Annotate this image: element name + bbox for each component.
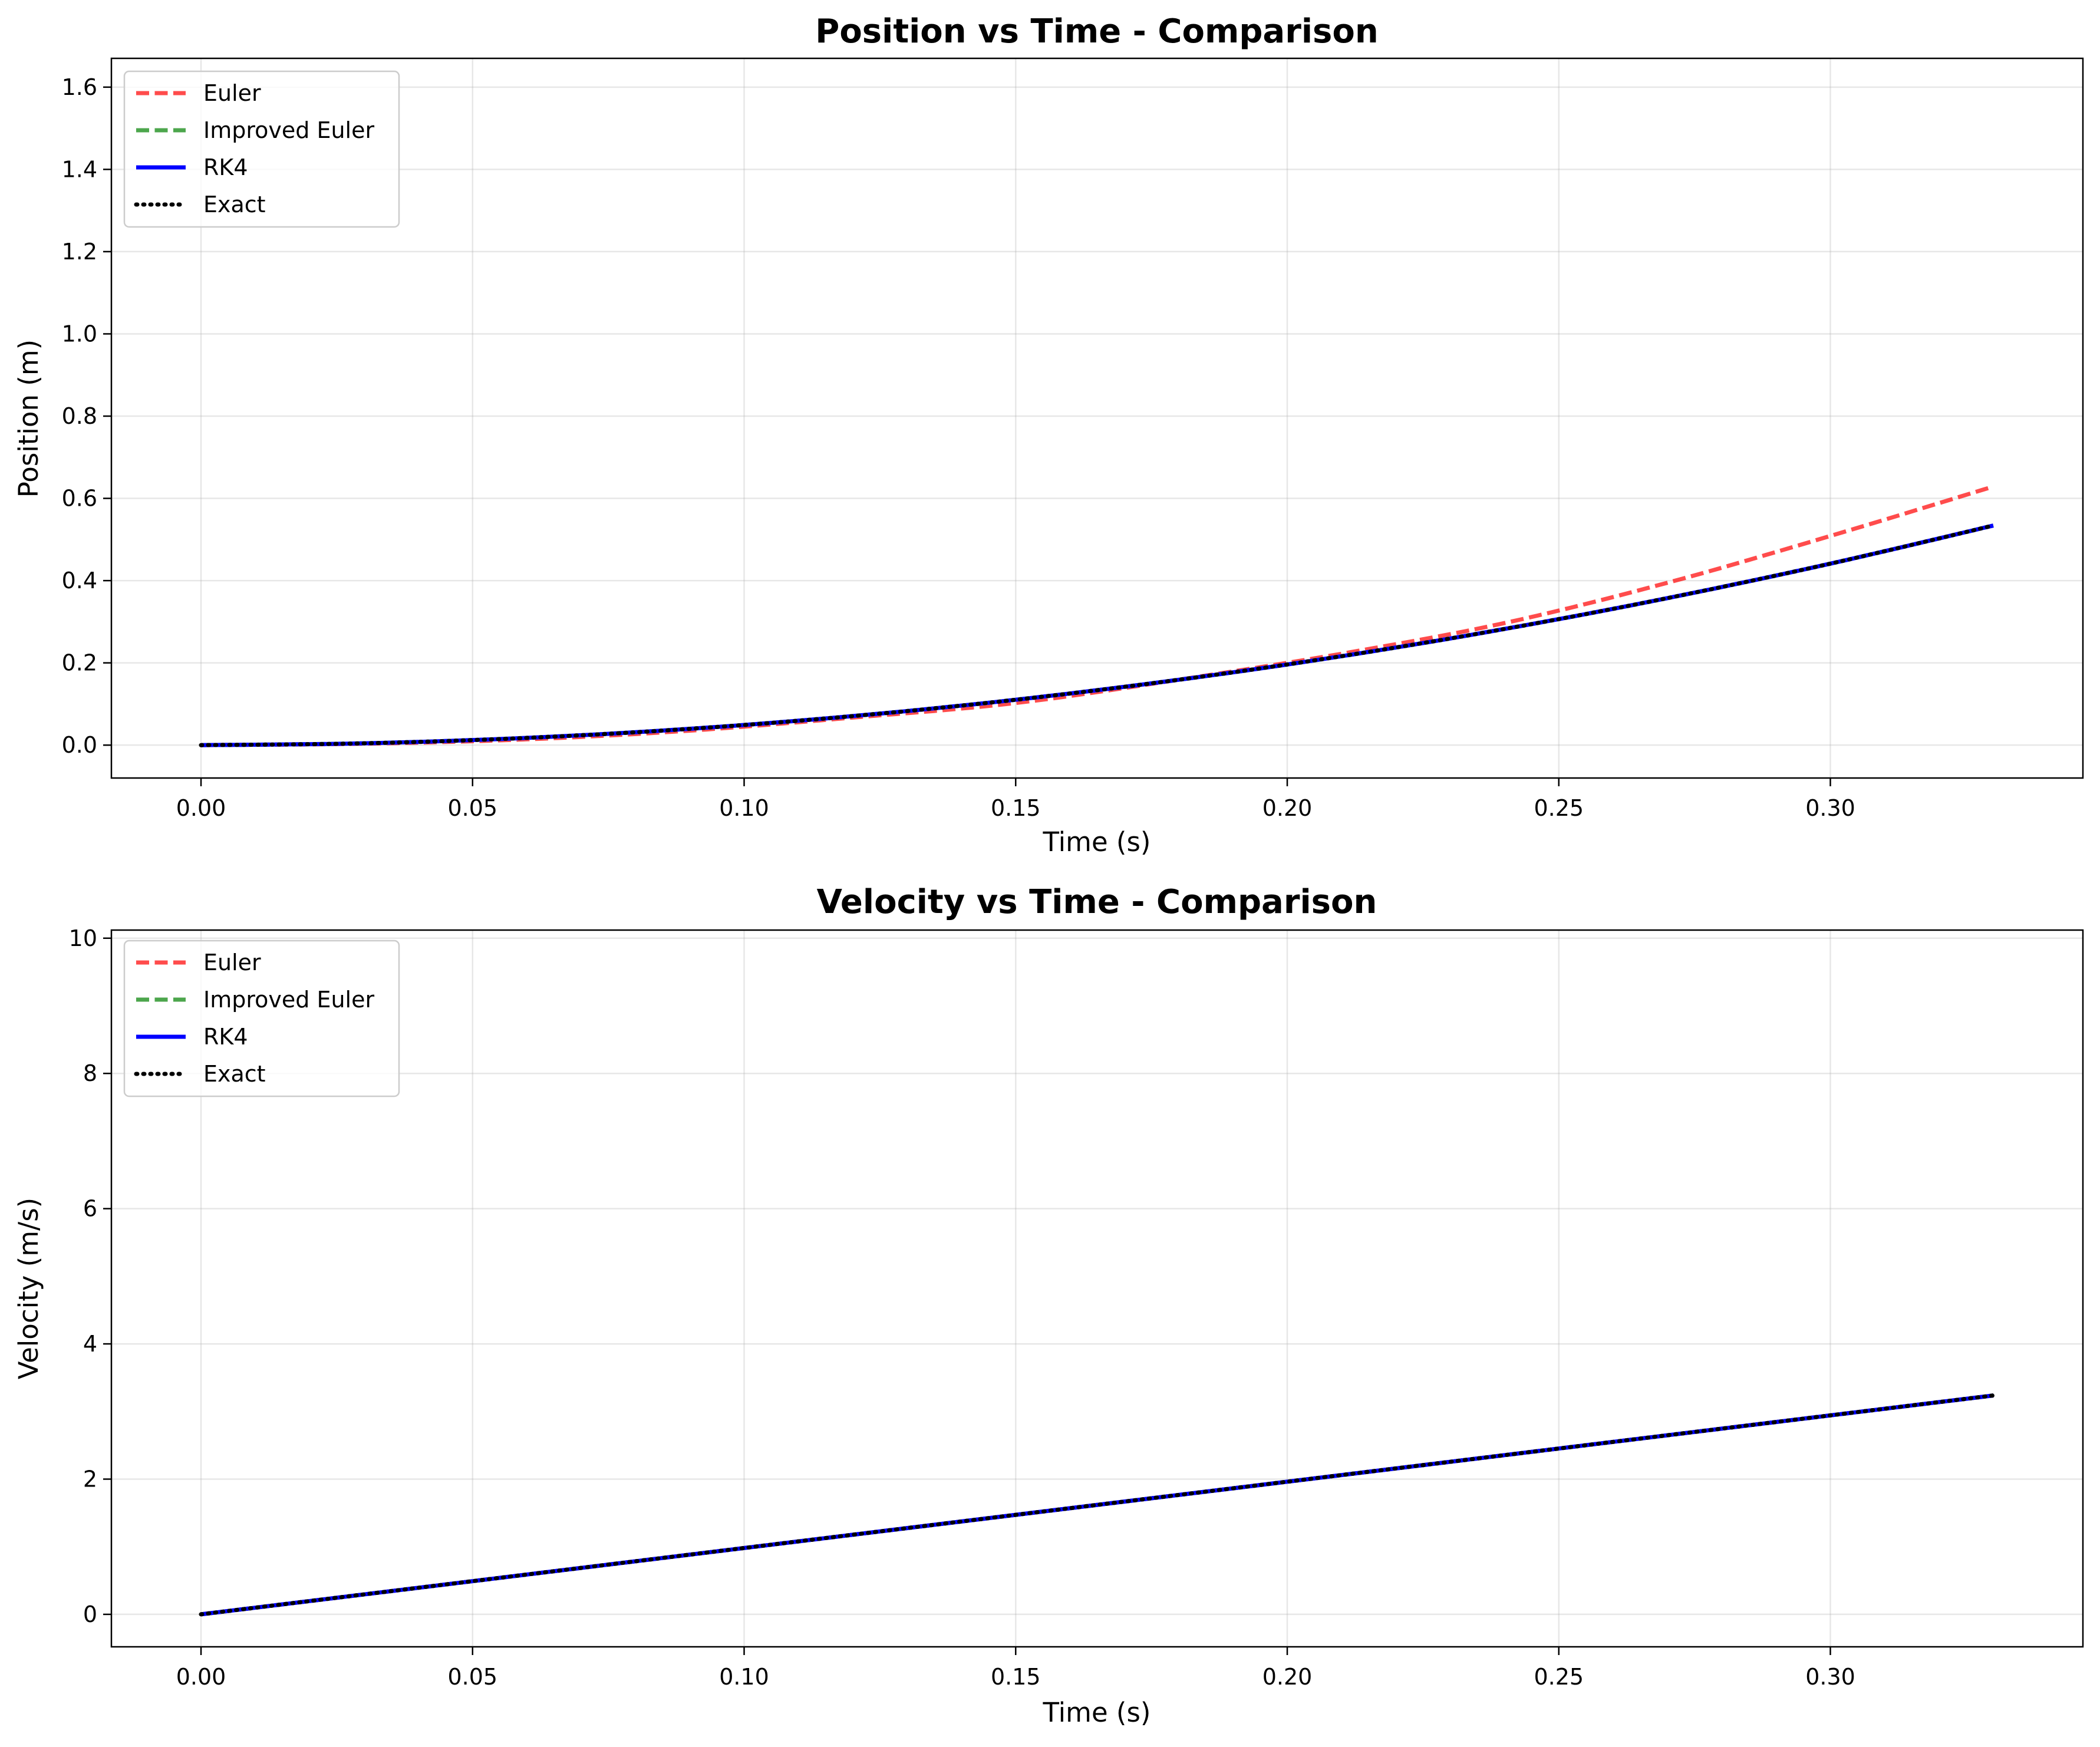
- y-axis-label: Position (m): [13, 339, 44, 497]
- legend-label: Exact: [203, 192, 266, 217]
- x-tick-label: 0.15: [991, 795, 1041, 821]
- legend-box: [123, 940, 400, 1097]
- y-tick-label: 0.6: [62, 486, 97, 512]
- x-tick-label: 0.20: [1262, 1664, 1313, 1690]
- y-ticks: 0.0 0.2 0.4 0.6 0.8 1.0 1.2 1.4 1.6: [62, 74, 111, 758]
- position-chart: Position vs Time - Comparison 0.00 0.05 0.…: [13, 12, 2084, 858]
- x-tick-label: 0.05: [447, 795, 497, 821]
- legend-label: RK4: [203, 1024, 248, 1050]
- y-tick-label: 2: [83, 1466, 97, 1492]
- x-tick-label: 0.15: [991, 1664, 1041, 1690]
- y-tick-label: 0.0: [62, 732, 97, 758]
- y-tick-label: 1.6: [62, 74, 97, 100]
- x-tick-label: 0.10: [719, 795, 769, 821]
- legend-label: Improved Euler: [203, 987, 374, 1013]
- axes-frame: [110, 929, 2084, 1648]
- series-layer: [199, 1393, 1996, 1617]
- x-tick-label: 0.30: [1805, 1664, 1855, 1690]
- chart-title: Velocity vs Time - Comparison: [817, 883, 1377, 921]
- x-tick-label: 0.10: [719, 1664, 769, 1690]
- legend-label: Improved Euler: [203, 117, 374, 143]
- x-axis-label: Time (s): [1043, 1697, 1151, 1728]
- x-tick-label: 0.20: [1262, 795, 1313, 821]
- legend-label: RK4: [203, 154, 248, 180]
- y-tick-label: 1.2: [62, 239, 97, 265]
- series-line-exact: [199, 523, 1996, 747]
- chart-title: Position vs Time - Comparison: [815, 12, 1378, 51]
- y-axis-label: Velocity (m/s): [13, 1198, 44, 1379]
- velocity-chart: Velocity vs Time - Comparison 0.00 0.05 0.…: [13, 883, 2084, 1728]
- series-line-exact: [199, 1393, 1996, 1617]
- x-tick-label: 0.25: [1534, 795, 1584, 821]
- y-tick-label: 0: [83, 1601, 97, 1627]
- y-tick-label: 6: [83, 1196, 97, 1222]
- gridlines: [111, 930, 2083, 1647]
- y-tick-label: 0.4: [62, 568, 97, 594]
- legend: Euler Improved Euler RK4 Exact: [123, 70, 400, 228]
- y-tick-label: 1.0: [62, 321, 97, 347]
- x-tick-label: 0.25: [1534, 1664, 1584, 1690]
- legend-label: Euler: [203, 80, 261, 106]
- y-tick-label: 1.4: [62, 156, 97, 182]
- x-tick-label: 0.00: [176, 795, 226, 821]
- x-ticks: 0.00 0.05 0.10 0.15 0.20 0.25 0.30: [176, 1647, 1855, 1690]
- y-tick-label: 8: [83, 1060, 97, 1086]
- x-tick-label: 0.05: [447, 1664, 497, 1690]
- legend-box: [123, 70, 400, 228]
- series-layer: [199, 484, 1996, 747]
- x-ticks: 0.00 0.05 0.10 0.15 0.20 0.25 0.30: [176, 778, 1855, 821]
- legend-label: Euler: [203, 950, 261, 975]
- x-axis-label: Time (s): [1043, 826, 1151, 858]
- y-ticks: 0 2 4 6 8 10: [69, 925, 111, 1627]
- y-tick-label: 10: [69, 925, 97, 951]
- y-tick-label: 4: [83, 1331, 97, 1357]
- legend: Euler Improved Euler RK4 Exact: [123, 940, 400, 1097]
- y-tick-label: 0.8: [62, 403, 97, 429]
- x-tick-label: 0.00: [176, 1664, 226, 1690]
- y-tick-label: 0.2: [62, 650, 97, 676]
- x-tick-label: 0.30: [1805, 795, 1855, 821]
- axes-frame: [110, 57, 2084, 779]
- legend-label: Exact: [203, 1061, 266, 1087]
